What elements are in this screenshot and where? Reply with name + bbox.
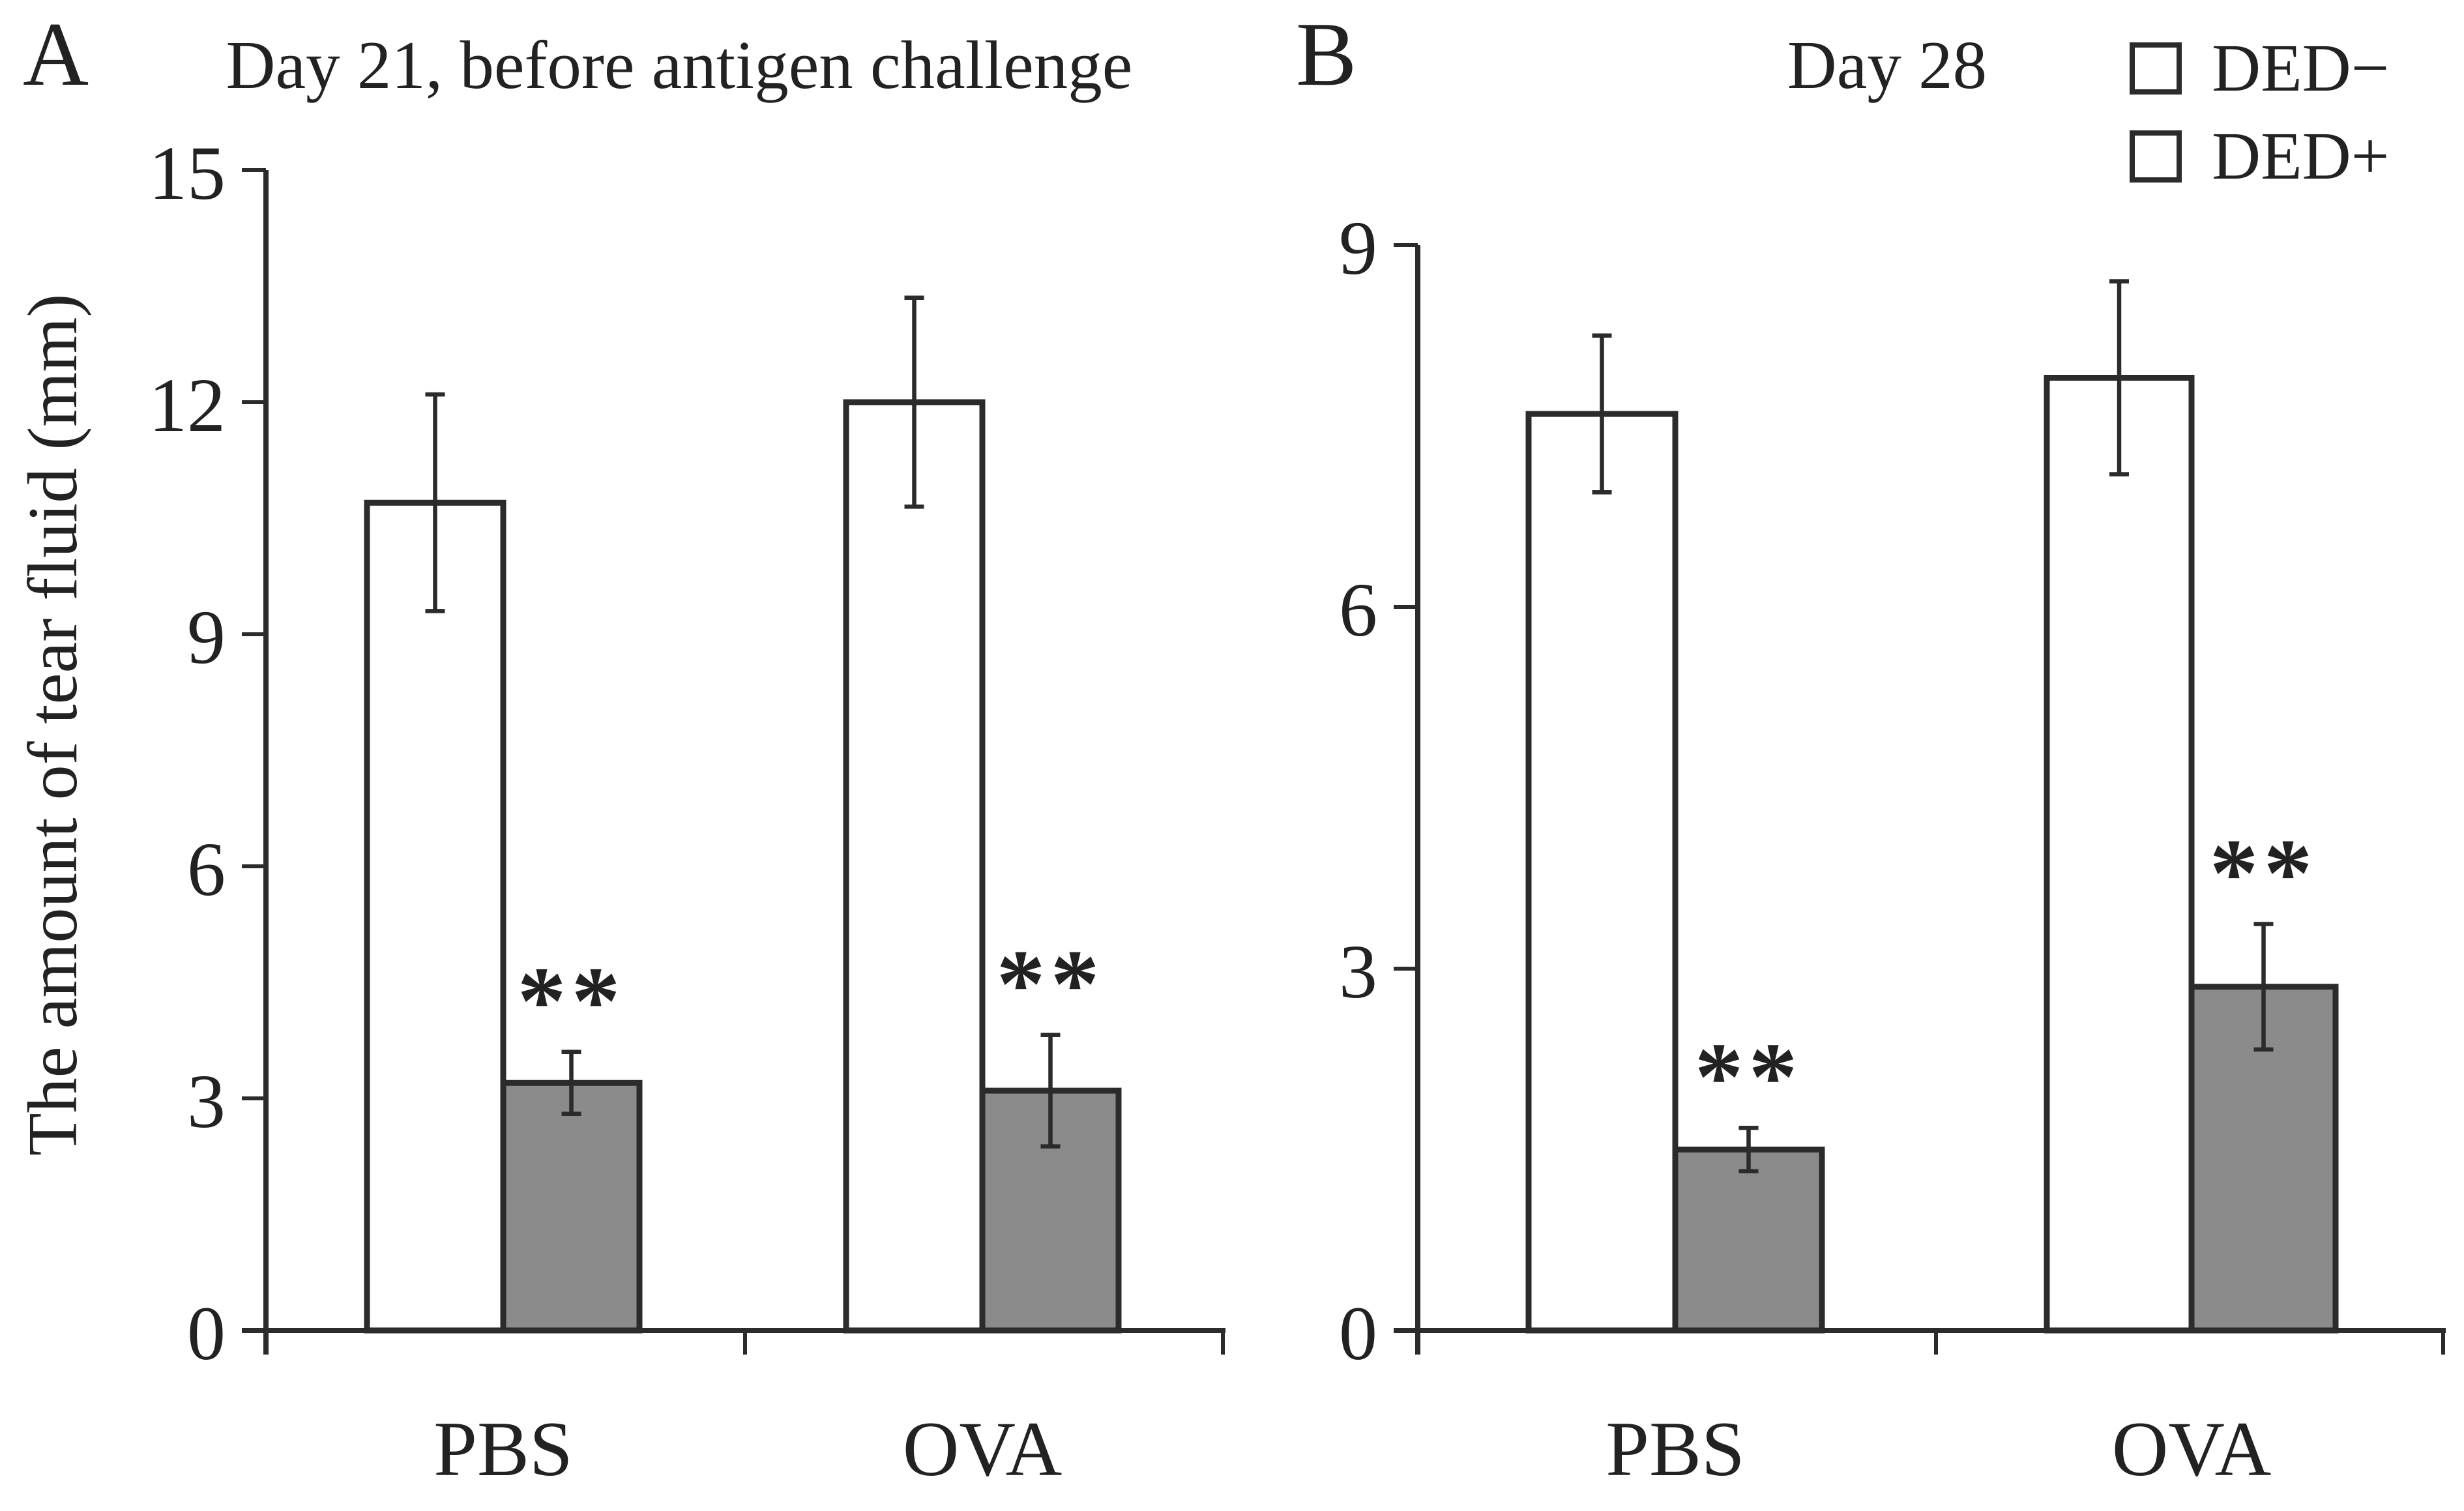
bar-a-ova-dedneg bbox=[843, 399, 986, 1334]
bar-b-ova-dedneg bbox=[2044, 375, 2195, 1334]
y-tick-label-a-12: 12 bbox=[149, 362, 226, 448]
legend-item-ded-negative: DED− bbox=[2130, 35, 2389, 102]
panel-b-title: Day 28 bbox=[1787, 27, 1987, 103]
y-tick-label-a-15: 15 bbox=[149, 130, 226, 216]
legend-label-ded-positive: DED+ bbox=[2212, 119, 2390, 194]
y-tick-label-a-9: 9 bbox=[187, 594, 226, 680]
bar-b-pbs-dedneg bbox=[1525, 411, 1679, 1334]
y-tick-label-a-3: 3 bbox=[187, 1059, 226, 1144]
x-category-label-b-pbs: PBS bbox=[1606, 1405, 1745, 1492]
bar-a-pbs-dedpos bbox=[500, 1079, 643, 1334]
bar-b-pbs-dedpos bbox=[1672, 1147, 1825, 1334]
legend-swatch-ded-negative-icon bbox=[2130, 42, 2182, 95]
legend: DED− DED+ bbox=[2130, 35, 2389, 190]
legend-item-ded-positive: DED+ bbox=[2130, 123, 2389, 190]
legend-swatch-ded-positive-icon bbox=[2130, 130, 2182, 183]
significance-b-pbs-dedpos: ** bbox=[1695, 1023, 1803, 1131]
y-tick-label-a-6: 6 bbox=[187, 827, 226, 912]
significance-a-pbs-dedpos: ** bbox=[518, 947, 626, 1055]
y-tick-label-a-0: 0 bbox=[187, 1291, 226, 1376]
significance-b-ova-dedpos: ** bbox=[2210, 819, 2318, 928]
legend-label-ded-negative: DED− bbox=[2212, 31, 2390, 106]
x-category-label-b-ova: OVA bbox=[2112, 1405, 2272, 1492]
y-tick-label-b-3: 3 bbox=[1339, 929, 1377, 1014]
y-tick-label-b-9: 9 bbox=[1339, 205, 1377, 291]
x-category-label-a-ova: OVA bbox=[903, 1405, 1063, 1492]
x-category-label-a-pbs: PBS bbox=[433, 1405, 573, 1492]
y-tick-label-b-0: 0 bbox=[1339, 1291, 1377, 1376]
significance-a-ova-dedpos: ** bbox=[997, 930, 1105, 1038]
panel-a-title: Day 21, before antigen challenge bbox=[226, 27, 1133, 103]
panel-a-letter: A bbox=[23, 4, 89, 105]
bar-a-pbs-dedneg bbox=[364, 499, 506, 1334]
y-tick-label-b-6: 6 bbox=[1339, 567, 1377, 653]
panel-b-letter: B bbox=[1296, 4, 1357, 105]
